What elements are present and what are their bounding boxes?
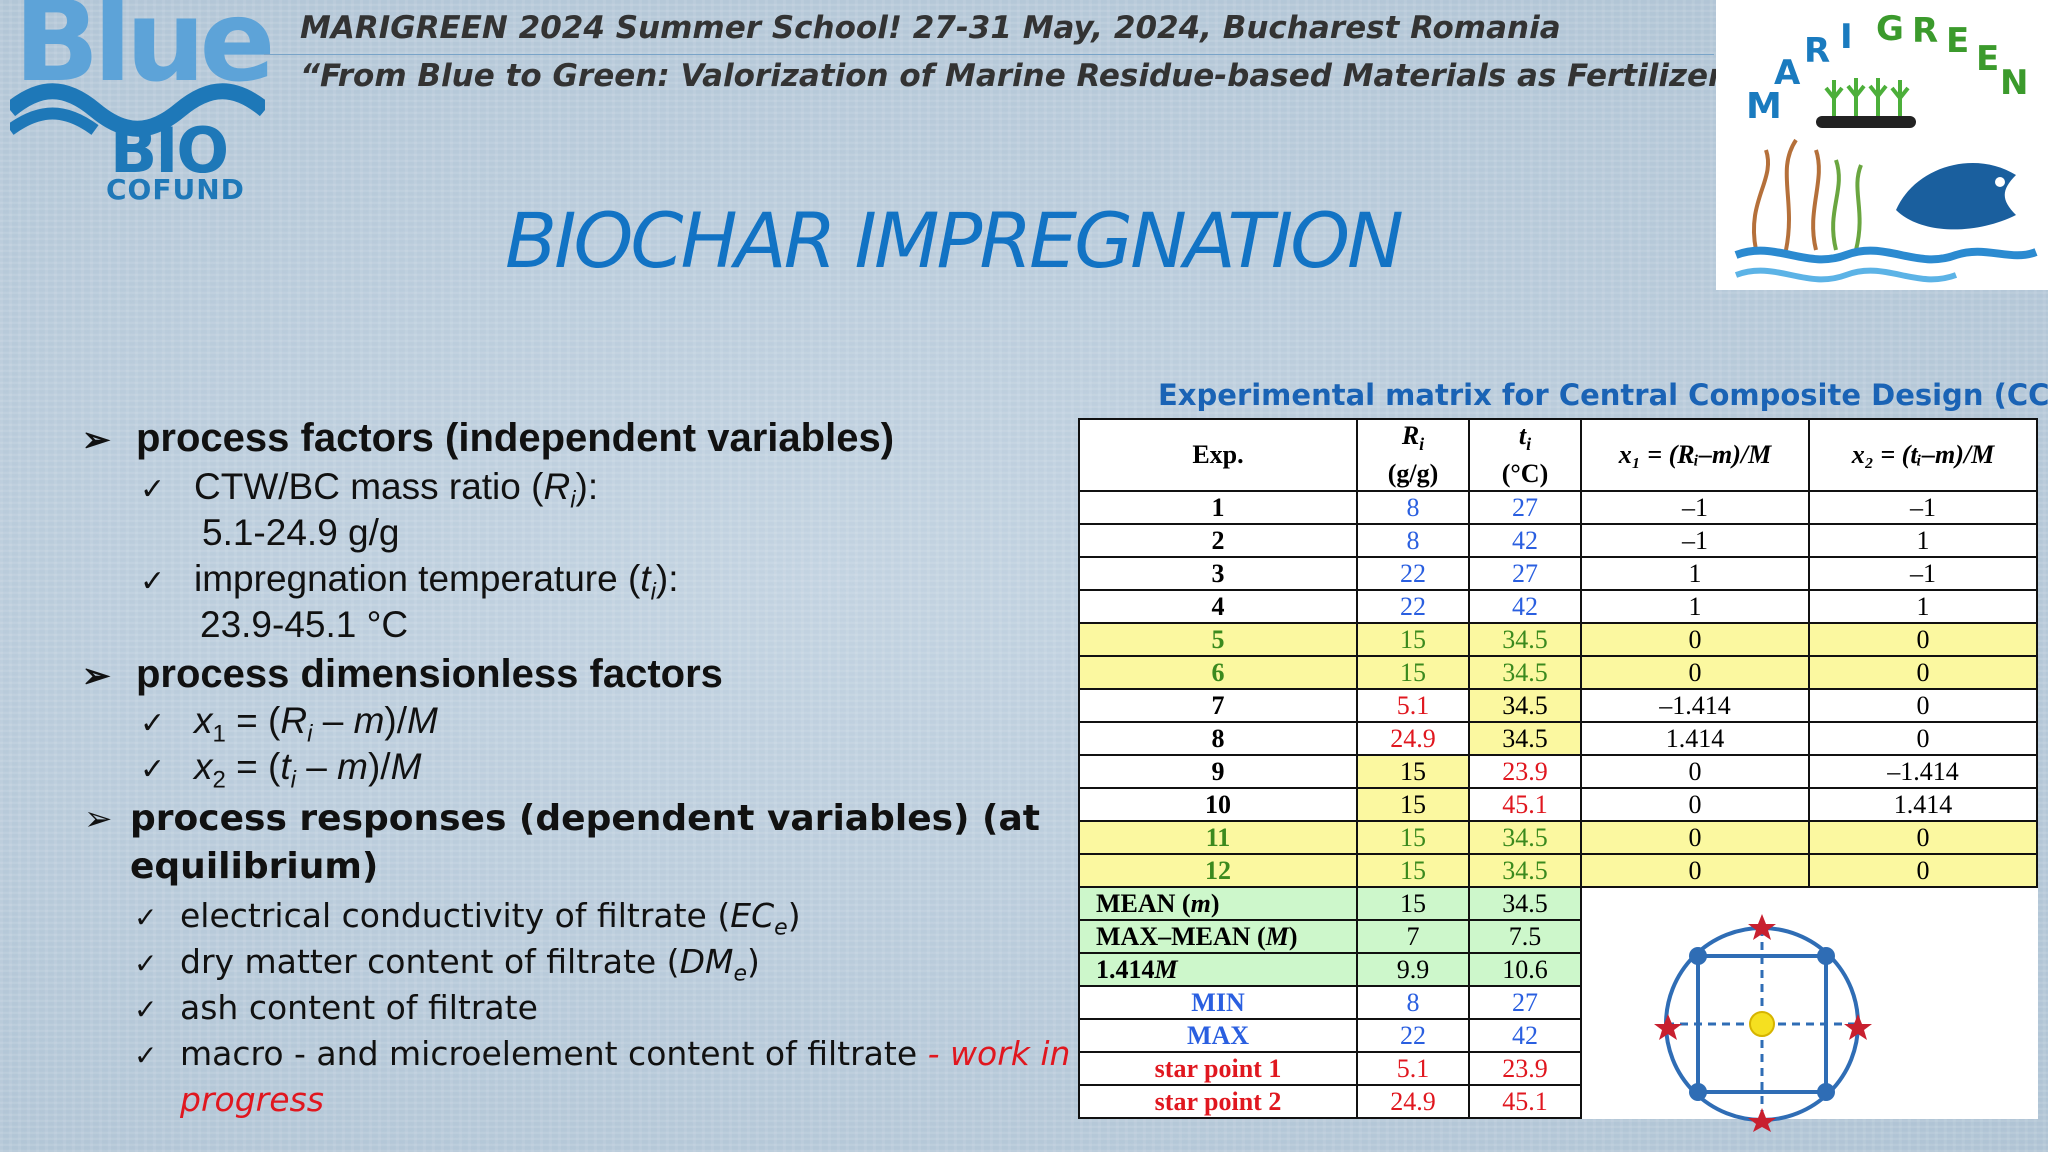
factorial-point: [1817, 947, 1835, 965]
svg-text:I: I: [1840, 17, 1853, 57]
logo-mari-text: M: [1746, 86, 1782, 127]
table-row-max-mean: MAX–MEAN (M) 7 7.5: [1078, 919, 2037, 954]
checkmark-icon: ✓: [140, 707, 166, 740]
table-row-min: MIN 8 27: [1078, 985, 2037, 1020]
header-ri: Ri (g/g): [1356, 418, 1470, 492]
header-event-line: MARIGREEN 2024 Summer School! 27-31 May,…: [300, 10, 1561, 46]
factorial-point: [1817, 1083, 1835, 1101]
svg-text:R: R: [1912, 11, 1938, 51]
slide-title: BIOCHAR IMPREGNATION: [505, 196, 1404, 285]
table-row: 9 15 23.9 0 –1.414: [1078, 754, 2038, 789]
table-row-center-point: 11 15 34.5 0 0: [1078, 820, 2038, 855]
bullet-x2-formula: ✓ x2 = (ti – m)/M: [140, 746, 422, 794]
table-row: 10 15 45.1 0 1.414: [1078, 787, 2038, 822]
center-point: [1749, 1011, 1775, 1037]
bullet-element-content: ✓ macro - and microelement content of fil…: [134, 1034, 1071, 1073]
header-exp: Exp.: [1078, 418, 1358, 492]
mass-ratio-range: 5.1-24.9 g/g: [202, 512, 400, 553]
svg-text:G: G: [1876, 9, 1904, 49]
checkmark-icon: ✓: [140, 473, 166, 506]
marigreen-logo: M A R I G R E E N: [1716, 0, 2048, 290]
table-row-star-2: star point 2 24.9 45.1: [1078, 1084, 2037, 1119]
bullet-ash-content: ✓ ash content of filtrate: [134, 988, 538, 1027]
header-subtitle-line: “From Blue to Green: Valorization of Mar…: [300, 58, 1762, 94]
temperature-range: 23.9-45.1 °C: [200, 604, 409, 645]
table-row-mean: MEAN (m) 15 34.5: [1078, 886, 2037, 1118]
star-points: [1654, 914, 1872, 1132]
bullet-dimensionless-factors: ➢ process dimensionless factors: [82, 652, 723, 697]
header-x2: x₂ = (tᵢ–m)/M: [1808, 418, 2038, 492]
bullet-conductivity: ✓ electrical conductivity of filtrate (EC…: [134, 896, 801, 941]
checkmark-icon: ✓: [134, 1039, 158, 1072]
bullet-temperature: ✓ impregnation temperature (ti):: [140, 558, 679, 606]
table-row-max: MAX 22 42: [1078, 1018, 2037, 1053]
table-caption: Experimental matrix for Central Composit…: [1158, 378, 2048, 412]
table-header-row: Exp. Ri (g/g) ti (°C) x₁ = (Rᵢ–m)/M x₂ = (…: [1078, 418, 2038, 492]
table-row-star-1: star point 1 5.1 23.9: [1078, 1051, 2037, 1086]
bullet-heading: process factors (independent variables): [136, 416, 895, 460]
logo-bio-word: BIO: [110, 114, 229, 187]
checkmark-icon: ✓: [134, 901, 158, 934]
header-x1: x₁ = (Rᵢ–m)/M: [1580, 418, 1810, 492]
checkmark-icon: ✓: [140, 753, 166, 786]
svg-text:R: R: [1804, 31, 1830, 71]
bullet-mass-ratio: ✓ CTW/BC mass ratio (Ri):: [140, 466, 599, 514]
arrow-bullet-icon: ➢: [84, 799, 113, 839]
table-row: 2 8 42 –1 1: [1078, 523, 2038, 558]
work-in-progress-note: - work in: [917, 1034, 1071, 1073]
bullet-x1-formula: ✓ x1 = (Ri – m)/M: [140, 700, 438, 748]
svg-text:E: E: [1946, 21, 1969, 61]
table-row-center-point: 6 15 34.5 0 0: [1078, 655, 2038, 690]
ccd-matrix-table: Exp. Ri (g/g) ti (°C) x₁ = (Rᵢ–m)/M x₂ = (…: [1078, 418, 2038, 1119]
work-in-progress-note-cont: progress: [180, 1080, 324, 1119]
arrow-bullet-icon: ➢: [82, 657, 111, 695]
arrow-bullet-icon: ➢: [82, 421, 111, 459]
table-row: 8 24.9 34.5 1.414 0: [1078, 721, 2038, 756]
bullet-process-responses: ➢ process responses (dependent variables)…: [84, 798, 1040, 839]
factorial-point: [1689, 1083, 1707, 1101]
svg-text:N: N: [2000, 63, 2028, 103]
table-row-alpha: 1.414M 9.9 10.6: [1078, 952, 2037, 987]
logo-waves-icon: [10, 83, 265, 137]
table-row: 1 8 27 –1 –1: [1078, 490, 2038, 525]
svg-text:E: E: [1976, 39, 1999, 79]
checkmark-icon: ✓: [134, 947, 158, 980]
table-row-center-point: 5 15 34.5 0 0: [1078, 622, 2038, 657]
table-row: 4 22 42 1 1: [1078, 589, 2038, 624]
checkmark-icon: ✓: [134, 993, 158, 1026]
logo-cofund-word: COFUND: [106, 173, 245, 206]
header-ti: ti (°C): [1468, 418, 1582, 492]
bullet-heading: process responses (dependent variables) …: [130, 798, 1040, 839]
bullet-process-factors: ➢ process factors (independent variables): [82, 416, 894, 461]
table-row: 7 5.1 34.5 –1.414 0: [1078, 688, 2038, 723]
bullet-dry-matter: ✓ dry matter content of filtrate (DMe): [134, 942, 760, 987]
checkmark-icon: ✓: [140, 565, 166, 598]
factorial-point: [1689, 947, 1707, 965]
bullet-heading: process dimensionless factors: [136, 652, 723, 696]
header-divider: [264, 54, 1714, 55]
table-row: 3 22 27 1 –1: [1078, 556, 2038, 591]
bullet-heading-cont: equilibrium): [130, 846, 379, 887]
table-row-center-point: 12 15 34.5 0 0: [1078, 853, 2038, 888]
bluebio-cofund-logo: Blue BIO COFUND: [10, 0, 275, 210]
svg-text:A: A: [1774, 53, 1801, 93]
ccd-design-diagram: [1654, 914, 1872, 1132]
logo-blue-word: Blue: [14, 0, 275, 107]
